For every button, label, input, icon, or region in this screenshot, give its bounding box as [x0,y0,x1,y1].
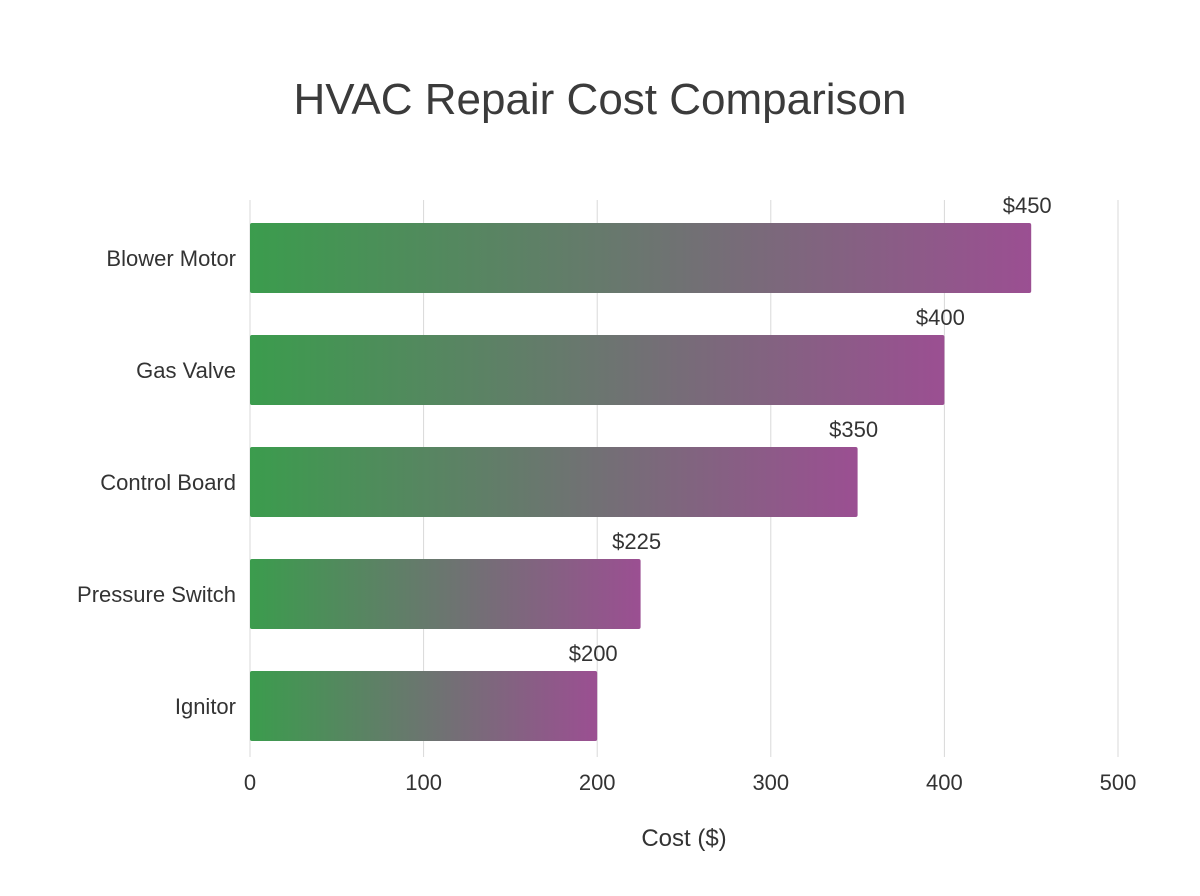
value-label: $400 [916,305,965,330]
bar [250,335,945,405]
category-label: Blower Motor [106,246,236,271]
category-label: Ignitor [175,694,236,719]
bar [250,559,641,629]
bar [250,223,1032,293]
x-tick-label: 300 [752,770,789,795]
bar-layer [250,223,1032,741]
bar [250,671,598,741]
label-layer: Blower Motor $450 Gas Valve $400 Control Boa… [77,193,1052,719]
x-axis-title: Cost ($) [641,825,726,852]
x-tick-label: 400 [926,770,963,795]
value-label: $450 [1003,193,1052,218]
tick-layer: 0 100 200 300 400 500 [244,770,1136,795]
category-label: Gas Valve [136,358,236,383]
bar [250,447,858,517]
value-label: $350 [829,417,878,442]
value-label: $200 [569,641,618,666]
x-tick-label: 500 [1100,770,1137,795]
x-tick-label: 0 [244,770,256,795]
category-label: Pressure Switch [77,582,236,607]
value-label: $225 [612,529,661,554]
x-tick-label: 200 [579,770,616,795]
chart-title: HVAC Repair Cost Comparison [294,75,907,124]
x-tick-label: 100 [405,770,442,795]
category-label: Control Board [100,470,236,495]
